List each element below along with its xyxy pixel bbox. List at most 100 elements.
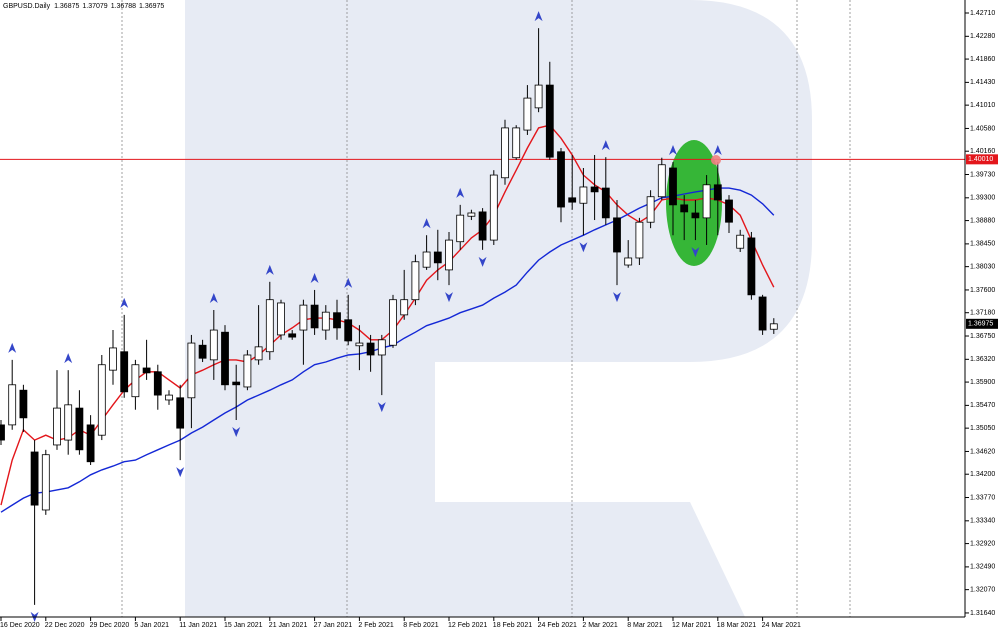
- y-tick-label: 1.34620: [970, 448, 995, 455]
- candle-body: [534, 84, 543, 109]
- y-tick-label: 1.39300: [970, 195, 995, 202]
- fractal-down: [579, 242, 588, 253]
- price-label: 1.36975: [968, 321, 993, 328]
- fractal-up: [601, 140, 610, 151]
- fractal-up: [64, 353, 73, 364]
- y-tick-label: 1.38030: [970, 263, 995, 270]
- y-tick-label: 1.41010: [970, 102, 995, 109]
- x-tick-label: 24 Feb 2021: [538, 622, 577, 629]
- header-low: 1.36788: [111, 3, 136, 10]
- y-tick-label: 1.37600: [970, 287, 995, 294]
- candle-body: [478, 211, 487, 241]
- candle-body: [97, 364, 106, 436]
- candle-body: [713, 184, 722, 201]
- candle-body: [254, 346, 263, 361]
- fractal-up: [310, 272, 319, 283]
- fractal-up: [456, 187, 465, 198]
- x-tick-label: 12 Feb 2021: [448, 622, 487, 629]
- y-tick-label: 1.34200: [970, 471, 995, 478]
- candle-body: [355, 342, 364, 347]
- candle-body: [489, 174, 498, 241]
- candle-body: [232, 381, 241, 386]
- fractal-up: [344, 277, 353, 288]
- candle-body: [613, 217, 621, 253]
- y-tick-label: 1.32490: [970, 564, 995, 571]
- y-tick-label: 1.41430: [970, 79, 995, 86]
- candle-body: [736, 234, 745, 249]
- moving-average: [0, 187, 775, 513]
- fractal-up: [8, 342, 17, 353]
- price-label-box: [966, 318, 998, 329]
- x-tick-label: 8 Mar 2021: [627, 622, 663, 629]
- candle-body: [523, 97, 532, 131]
- candle-body: [557, 151, 565, 208]
- candle-body: [512, 127, 521, 159]
- candle-body: [433, 251, 442, 264]
- candle-body: [86, 424, 95, 463]
- level-label: 1.40010: [968, 156, 993, 163]
- fractal-down: [232, 427, 241, 438]
- candle-body: [624, 257, 633, 266]
- moving-average: [0, 124, 775, 506]
- x-tick-label: 29 Dec 2020: [90, 622, 130, 629]
- y-tick-label: 1.32920: [970, 540, 995, 547]
- x-tick-label: 5 Jan 2021: [134, 622, 169, 629]
- candle-body: [377, 339, 386, 356]
- candle-body: [411, 261, 420, 301]
- fractal-down: [377, 402, 386, 413]
- candle-body: [545, 84, 554, 158]
- candle-body: [209, 329, 218, 361]
- x-tick-label: 18 Feb 2021: [493, 622, 532, 629]
- x-tick-label: 11 Jan 2021: [179, 622, 217, 629]
- candle-body: [310, 304, 319, 329]
- y-tick-label: 1.42280: [970, 33, 995, 40]
- candle-body: [142, 367, 151, 374]
- candle-body: [321, 311, 330, 331]
- y-tick-label: 1.31640: [970, 610, 995, 617]
- header-high: 1.37079: [82, 3, 107, 10]
- candle-body: [64, 404, 73, 441]
- fractal-up: [534, 11, 543, 22]
- y-tick-label: 1.35470: [970, 402, 995, 409]
- candle-body: [702, 184, 711, 219]
- candle-body: [590, 186, 599, 193]
- candle-body: [8, 384, 17, 426]
- candle-body: [769, 323, 778, 330]
- fractal-down: [613, 292, 621, 303]
- grid: [121, 0, 851, 617]
- x-tick-label: 8 Feb 2021: [403, 622, 439, 629]
- x-tick-label: 21 Jan 2021: [269, 622, 308, 629]
- y-tick-label: 1.36750: [970, 333, 995, 340]
- candle-body: [53, 407, 61, 446]
- candle-body: [198, 344, 207, 359]
- y-tick-label: 1.33770: [970, 494, 995, 501]
- candle-body: [120, 351, 129, 393]
- header: GBPUSD.Daily 1.36875 1.37079 1.36788 1.36975: [3, 3, 164, 10]
- candle-body: [0, 424, 5, 441]
- x-tick-label: 22 Dec 2020: [45, 622, 85, 629]
- x-tick-label: 27 Jan 2021: [314, 622, 353, 629]
- fractal-up: [120, 297, 129, 308]
- x-tick-label: 18 Mar 2021: [717, 622, 756, 629]
- fractal-up: [265, 264, 274, 275]
- candle-body: [657, 164, 666, 198]
- candle-body: [400, 299, 409, 316]
- candle-body: [579, 186, 588, 204]
- candle-body: [109, 347, 117, 371]
- y-tick-label: 1.40160: [970, 148, 995, 155]
- fractal-down: [445, 292, 453, 303]
- y-tick-label: 1.42710: [970, 10, 995, 17]
- candle-body: [691, 212, 700, 219]
- y-tick-label: 1.37180: [970, 310, 995, 317]
- y-tick-label: 1.41860: [970, 56, 995, 63]
- fractal-up: [422, 218, 431, 229]
- candle-body: [187, 342, 196, 399]
- candle-body: [758, 296, 767, 331]
- candle-body: [221, 331, 229, 386]
- candle-body: [165, 394, 173, 401]
- candle-body: [422, 251, 431, 268]
- candle-body: [601, 187, 610, 219]
- y-tick-label: 1.35900: [970, 379, 995, 386]
